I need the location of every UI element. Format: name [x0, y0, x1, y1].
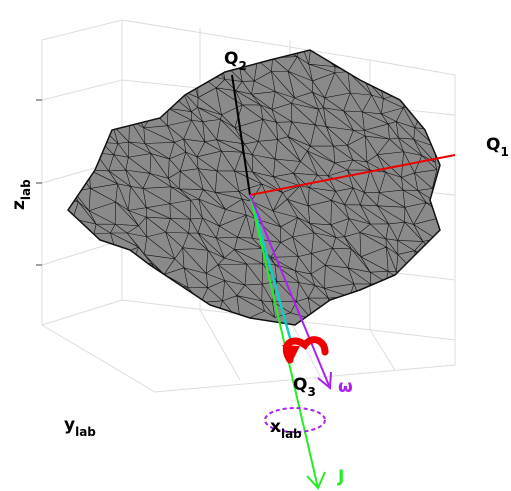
omega-label: ω	[338, 377, 353, 397]
y-axis-label: ylab	[64, 415, 96, 439]
j-label: J	[337, 467, 344, 487]
asteroid-mesh	[56, 40, 445, 325]
figure: Q1 Q2 Q3 ω J xlab ylab zlab	[0, 0, 511, 491]
q1-label: Q1	[486, 135, 509, 159]
z-axis-label: zlab	[9, 179, 33, 210]
x-axis-label: xlab	[270, 417, 302, 441]
